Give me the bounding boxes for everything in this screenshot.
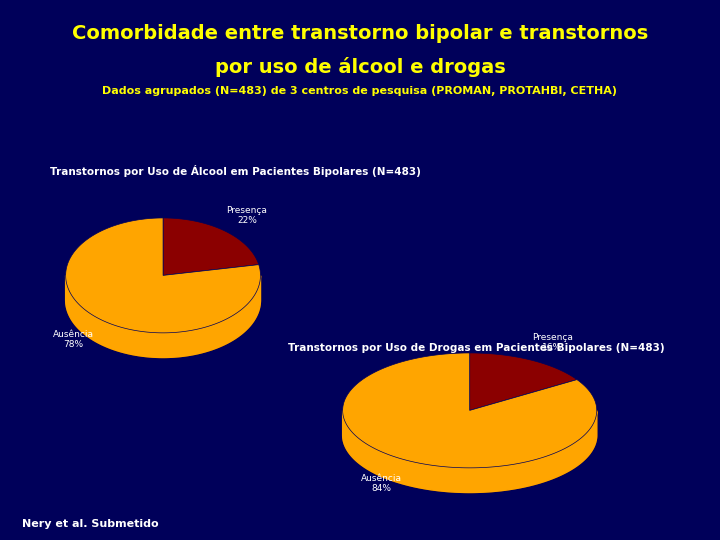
Polygon shape (66, 218, 261, 333)
Text: Ausência
84%: Ausência 84% (361, 474, 402, 493)
Polygon shape (343, 353, 597, 468)
Text: Presença
16%: Presença 16% (532, 333, 573, 352)
Polygon shape (343, 410, 597, 492)
Polygon shape (469, 353, 577, 410)
Text: Nery et al. Submetido: Nery et al. Submetido (22, 519, 158, 529)
Polygon shape (66, 276, 261, 357)
Polygon shape (66, 275, 261, 357)
Text: Ausência
78%: Ausência 78% (53, 330, 94, 349)
Text: Transtornos por Uso de Álcool em Pacientes Bipolares (N=483): Transtornos por Uso de Álcool em Pacient… (50, 165, 421, 177)
Text: por uso de álcool e drogas: por uso de álcool e drogas (215, 57, 505, 77)
Text: Comorbidade entre transtorno bipolar e transtornos: Comorbidade entre transtorno bipolar e t… (72, 24, 648, 43)
Text: Transtornos por Uso de Drogas em Pacientes Bipolares (N=483): Transtornos por Uso de Drogas em Pacient… (288, 343, 665, 353)
Text: Presença
22%: Presença 22% (227, 206, 267, 225)
Polygon shape (343, 411, 597, 492)
Polygon shape (163, 218, 258, 275)
Text: Dados agrupados (N=483) de 3 centros de pesquisa (PROMAN, PROTAHBI, CETHA): Dados agrupados (N=483) de 3 centros de … (102, 86, 618, 97)
